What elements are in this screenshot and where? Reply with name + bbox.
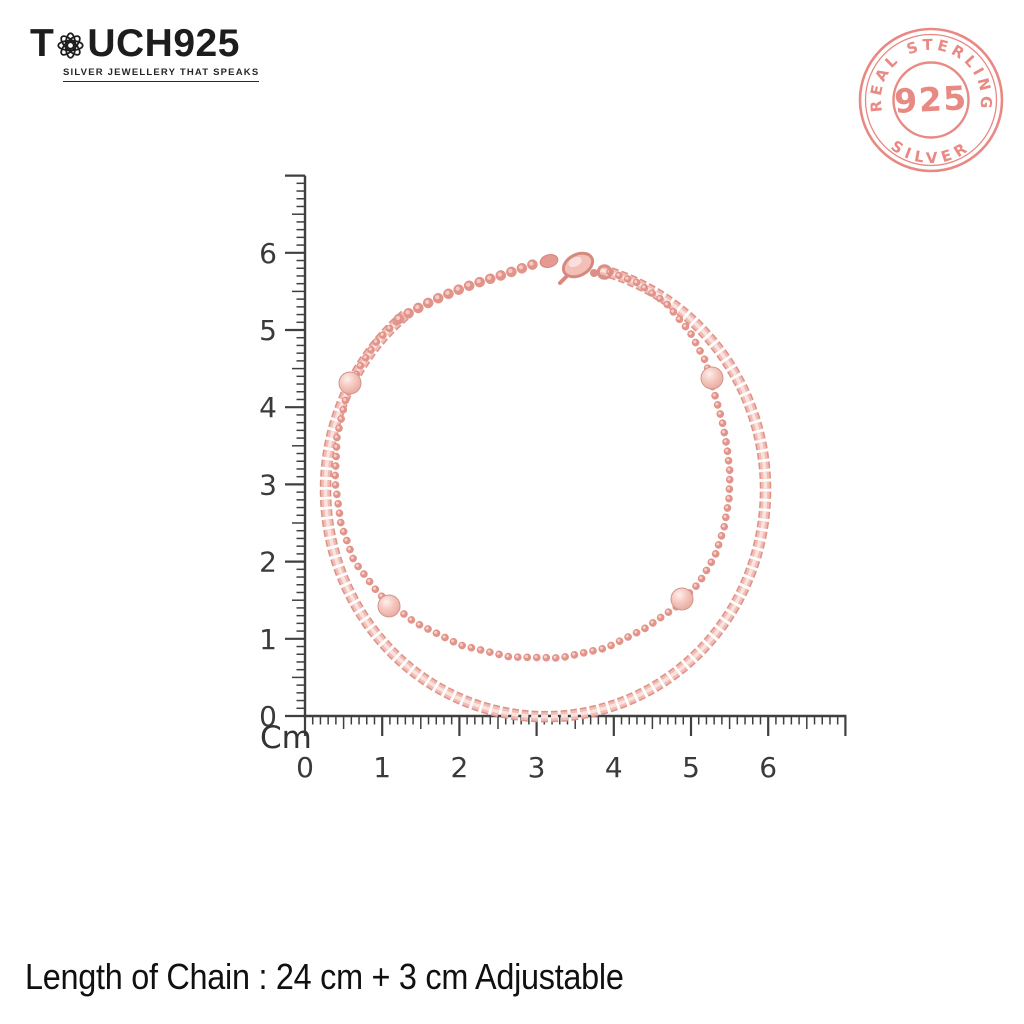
box-chain xyxy=(319,264,772,723)
box-chain-mid xyxy=(321,265,770,721)
extender-chain xyxy=(393,256,546,325)
ruler-number: 6 xyxy=(259,237,277,270)
flower-knot-icon xyxy=(57,31,84,59)
ruler-number: 6 xyxy=(759,751,777,784)
badge-inner-ring xyxy=(892,61,970,139)
ruler-number: 1 xyxy=(373,751,391,784)
bead-charm xyxy=(670,587,694,611)
bead-charm xyxy=(700,366,724,390)
ruler-number: 0 xyxy=(259,700,277,733)
ruler-number: 4 xyxy=(259,391,277,424)
badge-925-text: 925 xyxy=(893,78,968,121)
ruler-number: 2 xyxy=(259,546,277,579)
ruler-number: 5 xyxy=(682,751,700,784)
logo-letter-t: T xyxy=(30,22,55,65)
ruler-number: 3 xyxy=(259,468,277,501)
badge-outer-ring xyxy=(858,27,1004,173)
logo-wordmark: T UCH925 xyxy=(30,24,259,63)
sterling-925-badge: REAL STERLING 925 SILVER xyxy=(858,27,1004,173)
bead-charm xyxy=(338,371,362,395)
ruler: 00 1 1 2 2 3 3 4 4 5 5 6 6 Cm xyxy=(259,174,847,784)
badge-second-ring xyxy=(864,33,998,167)
logo-letters: UCH925 xyxy=(87,22,240,65)
ruler-number: 1 xyxy=(259,623,277,656)
ruler-unit-label: Cm xyxy=(260,720,312,756)
ruler-number: 4 xyxy=(605,751,623,784)
box-chain-highlight xyxy=(323,268,768,719)
brand-logo: T UCH925 SILVER JEWELLERY THAT SPEAKS xyxy=(30,24,260,82)
lobster-clasp-icon xyxy=(558,251,598,285)
ruler-number: 2 xyxy=(450,751,468,784)
ruler-number: 0 xyxy=(296,751,314,784)
anklet-chain xyxy=(319,251,772,723)
extender-chain-highlight xyxy=(395,258,542,321)
bead-charm xyxy=(377,594,401,618)
extender-tag xyxy=(539,254,559,268)
ruler-number: 5 xyxy=(259,314,277,347)
ruler-number: 3 xyxy=(528,751,546,784)
chain-length-caption: Length of Chain : 24 cm + 3 cm Adjustabl… xyxy=(25,956,624,997)
clasp-ring xyxy=(596,264,613,280)
bead-chain-highlight xyxy=(332,269,731,659)
brand-tagline: SILVER JEWELLERY THAT SPEAKS xyxy=(63,67,260,82)
